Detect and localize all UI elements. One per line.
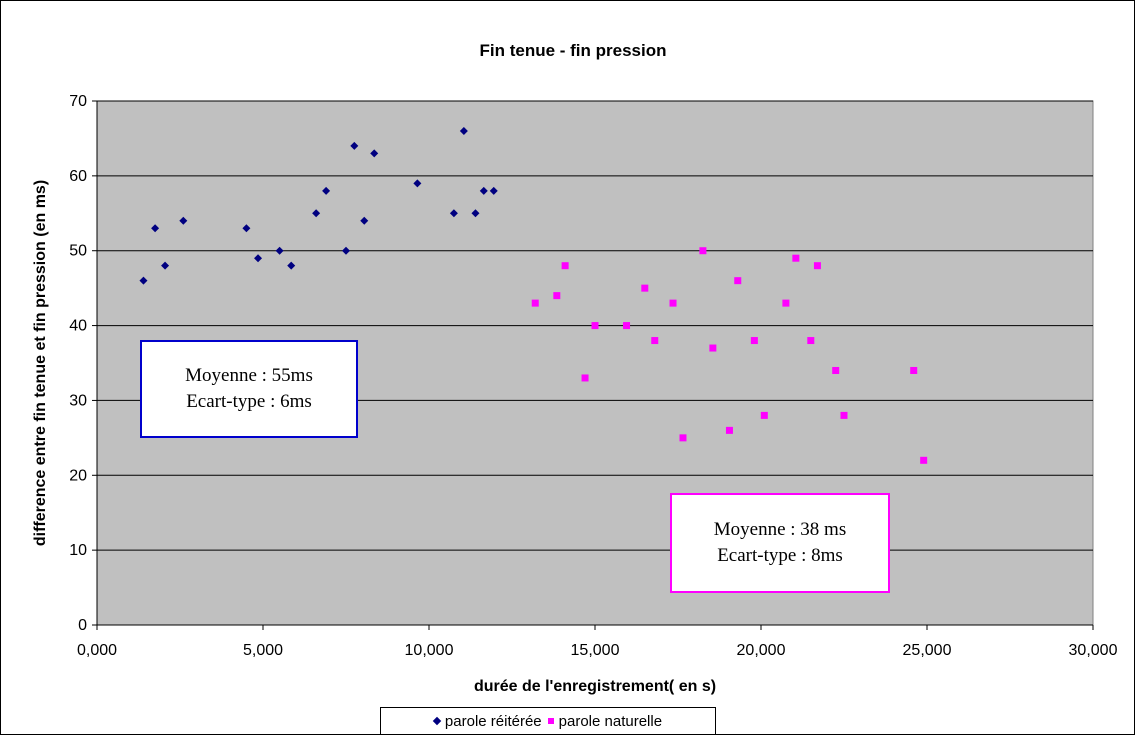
point-naturelle	[750, 337, 758, 345]
point-reiteree	[489, 186, 498, 195]
point-reiteree	[350, 141, 359, 150]
legend-item-reiteree: parole réitérée	[432, 712, 542, 730]
point-naturelle	[679, 434, 687, 442]
point-reiteree	[342, 246, 350, 255]
point-naturelle	[591, 322, 599, 330]
point-naturelle	[709, 344, 717, 352]
point-naturelle	[581, 374, 589, 382]
square-marker-icon	[547, 718, 554, 724]
x-tick-label: 10,000	[405, 642, 454, 659]
y-tick-label: 50	[69, 243, 87, 260]
x-tick-label: 0,000	[77, 642, 117, 659]
point-naturelle	[760, 411, 768, 419]
annotation-reiteree-mean: Moyenne : 55ms	[185, 365, 313, 386]
point-reiteree	[479, 186, 488, 195]
legend: parole réitérée parole naturelle	[380, 707, 716, 735]
point-reiteree	[179, 216, 188, 225]
y-tick-label: 70	[69, 93, 87, 110]
y-tick-label: 60	[69, 168, 87, 185]
point-reiteree	[275, 246, 284, 255]
x-tick-label: 20,000	[737, 642, 786, 659]
point-naturelle	[651, 337, 659, 345]
point-reiteree	[413, 179, 422, 188]
point-reiteree	[471, 209, 480, 218]
legend-label-reiteree: parole réitérée	[444, 712, 542, 730]
point-naturelle	[920, 456, 928, 464]
point-naturelle	[792, 254, 800, 262]
point-naturelle	[699, 247, 707, 255]
point-naturelle	[840, 411, 848, 419]
point-naturelle	[553, 292, 561, 300]
annotation-reiteree: Moyenne : 55ms Ecart-type : 6ms	[140, 340, 358, 438]
point-reiteree	[161, 261, 170, 270]
annotation-reiteree-std: Ecart-type : 6ms	[186, 391, 312, 412]
annotation-naturelle: Moyenne : 38 ms Ecart-type : 8ms	[670, 493, 890, 593]
point-naturelle	[832, 366, 840, 374]
y-tick-label: 40	[69, 318, 87, 335]
point-reiteree	[151, 224, 160, 233]
x-tick-label: 25,000	[903, 642, 952, 659]
y-tick-label: 10	[69, 542, 87, 559]
y-tick-label: 20	[69, 467, 87, 484]
y-tick-label: 30	[69, 392, 87, 409]
point-reiteree	[449, 209, 458, 218]
point-naturelle	[782, 299, 790, 307]
point-naturelle	[669, 299, 677, 307]
point-reiteree	[360, 216, 369, 225]
chart-title: Fin tenue - fin pression	[479, 41, 666, 60]
x-tick-label: 15,000	[571, 642, 620, 659]
point-naturelle	[910, 366, 918, 374]
legend-item-naturelle: parole naturelle	[547, 712, 663, 730]
point-naturelle	[734, 277, 742, 285]
point-naturelle	[561, 262, 569, 270]
point-reiteree	[312, 209, 321, 218]
point-reiteree	[322, 186, 331, 195]
y-tick-label: 0	[78, 617, 87, 634]
axis-layer: 0 10 20 30 40 50 60 70 0,000 5,000 10,000 15,000 20,…	[69, 93, 1117, 659]
x-tick-label: 5,000	[243, 642, 283, 659]
annotation-naturelle-mean: Moyenne : 38 ms	[713, 519, 847, 540]
x-tick-label: 30,000	[1069, 642, 1118, 659]
point-reiteree	[242, 224, 251, 233]
point-naturelle	[531, 299, 539, 307]
point-naturelle	[623, 322, 631, 330]
point-reiteree	[287, 261, 296, 270]
point-reiteree	[370, 149, 379, 158]
y-axis-label: difference entre fin tenue et fin pressi…	[32, 180, 49, 546]
point-naturelle	[725, 426, 733, 434]
point-naturelle	[813, 262, 821, 270]
point-reiteree	[459, 126, 468, 135]
point-naturelle	[807, 337, 815, 345]
point-reiteree	[139, 276, 148, 285]
point-naturelle	[641, 284, 649, 292]
x-axis-label: durée de l'enregistrement( en s)	[474, 678, 716, 695]
annotation-naturelle-std: Ecart-type : 8ms	[717, 545, 843, 566]
diamond-marker-icon	[432, 716, 442, 726]
legend-label-naturelle: parole naturelle	[558, 712, 663, 730]
points-layer	[139, 126, 928, 464]
